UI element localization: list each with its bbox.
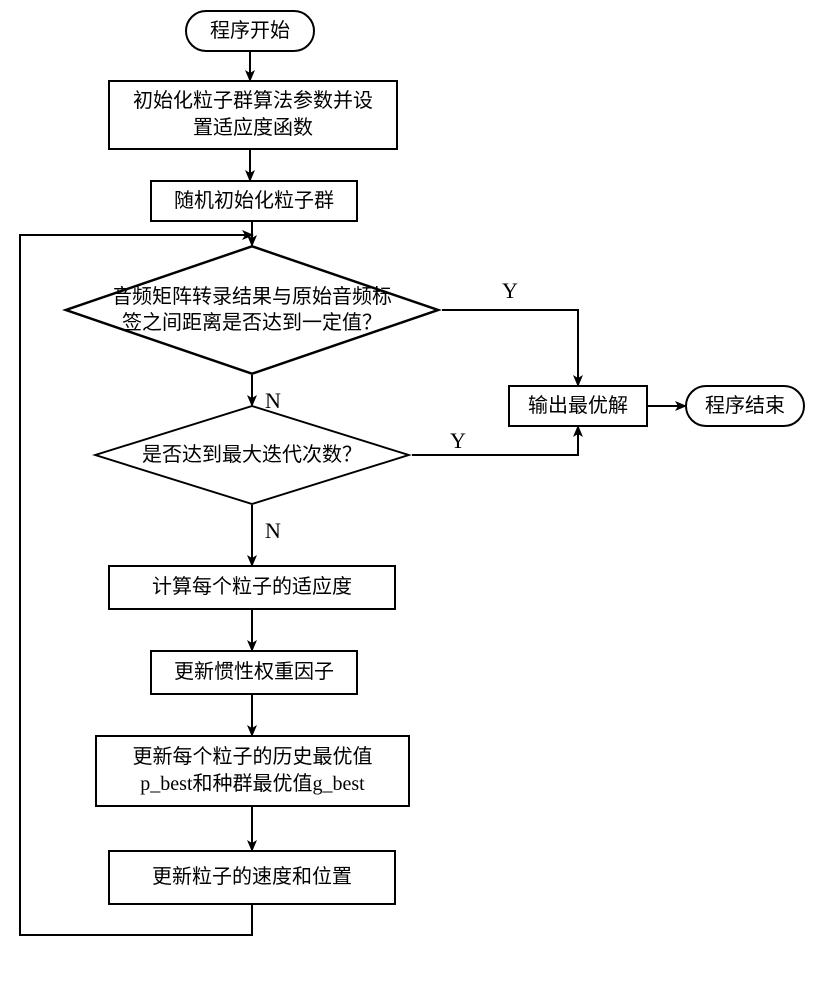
node-output: 输出最优解: [508, 385, 648, 427]
node-calc-text: 计算每个粒子的适应度: [152, 574, 352, 601]
node-start-text: 程序开始: [210, 18, 290, 45]
node-calc: 计算每个粒子的适应度: [108, 565, 396, 610]
node-init1-text: 初始化粒子群算法参数并设置适应度函数: [133, 88, 373, 142]
label-n1: N: [265, 388, 281, 414]
node-pupdate: 更新每个粒子的历史最优值p_best和种群最优值g_best: [95, 735, 410, 807]
node-dec1: 音频矩阵转录结果与原始音频标签之间距离是否达到一定值？: [62, 245, 442, 375]
label-n2: N: [265, 518, 281, 544]
label-y1: Y: [502, 278, 518, 304]
label-y2: Y: [450, 428, 466, 454]
edge-dec2_r-output_b: [412, 427, 578, 455]
node-init2: 随机初始化粒子群: [150, 180, 358, 222]
node-wupdate-text: 更新惯性权重因子: [174, 659, 334, 686]
node-dec2-text: 是否达到最大迭代次数？: [142, 442, 362, 468]
node-vupdate: 更新粒子的速度和位置: [108, 850, 396, 905]
node-dec2: 是否达到最大迭代次数？: [92, 405, 412, 505]
node-init2-text: 随机初始化粒子群: [174, 188, 334, 215]
node-output-text: 输出最优解: [528, 393, 628, 420]
edge-dec1_r-output_t: [442, 310, 578, 385]
node-start: 程序开始: [185, 10, 315, 52]
node-pupdate-text: 更新每个粒子的历史最优值p_best和种群最优值g_best: [133, 744, 373, 798]
node-vupdate-text: 更新粒子的速度和位置: [152, 864, 352, 891]
node-end-text: 程序结束: [705, 393, 785, 420]
node-end: 程序结束: [685, 385, 805, 427]
flowchart-canvas: 程序开始初始化粒子群算法参数并设置适应度函数随机初始化粒子群音频矩阵转录结果与原…: [0, 0, 821, 1000]
node-init1: 初始化粒子群算法参数并设置适应度函数: [108, 80, 398, 150]
node-dec1-text: 音频矩阵转录结果与原始音频标签之间距离是否达到一定值？: [112, 284, 392, 336]
node-wupdate: 更新惯性权重因子: [150, 650, 358, 695]
